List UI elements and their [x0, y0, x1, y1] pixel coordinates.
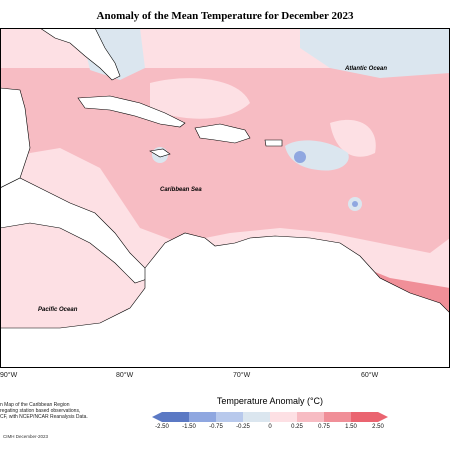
lon-tick-80w: 80°W: [116, 372, 134, 379]
legend-swatch: [162, 412, 189, 422]
legend-tick-label: -0.25: [236, 424, 250, 430]
legend-swatch: [216, 412, 243, 422]
land-south-america: [0, 232, 450, 368]
note-line-3: CF, with NCEP/NCAR Reanalysis Data.: [0, 414, 88, 420]
legend-arrow-low: [152, 412, 162, 422]
legend-tick-label: 0.25: [291, 424, 303, 430]
legend-swatch: [270, 412, 297, 422]
legend-arrow-high: [378, 412, 388, 422]
lon-tick-60w: 60°W: [361, 372, 379, 379]
color-legend: Temperature Anomaly (°C) -2.50 -1.50 -0.75…: [150, 384, 390, 434]
map-notes: n Map of the Caribbean Region regating s…: [0, 402, 88, 420]
legend-swatch: [189, 412, 216, 422]
legend-tick-label: -1.50: [182, 424, 196, 430]
land-florida: [39, 28, 121, 81]
land-hispaniola: [194, 123, 251, 144]
anomaly-cool-patch-northeast: [300, 28, 450, 78]
label-caribbean-sea: Caribbean Sea: [160, 187, 202, 193]
anomaly-cold-core-trinidad: [352, 201, 358, 207]
lon-tick-90w: 90°W: [0, 372, 18, 379]
legend-title: Temperature Anomaly (°C): [216, 396, 324, 406]
legend-tick-label: 0.75: [318, 424, 330, 430]
land-masses: [0, 28, 450, 368]
legend-tick-label: 1.50: [345, 424, 357, 430]
land-jamaica: [149, 148, 171, 158]
anomaly-map: Atlantic Ocean Caribbean Sea Pacific Oce…: [0, 28, 450, 368]
label-atlantic-ocean: Atlantic Ocean: [344, 66, 387, 72]
land-yucatan: [0, 87, 31, 189]
note-line-2: regating station based observations,: [0, 408, 81, 414]
legend-tick-label: 0: [268, 424, 272, 430]
note-line-1: n Map of the Caribbean Region: [0, 402, 70, 408]
legend-tick-label: -2.50: [155, 424, 169, 430]
anomaly-light-patch-east: [330, 119, 376, 157]
anomaly-cold-core-puerto-rico: [294, 151, 306, 163]
legend-swatch: [324, 412, 351, 422]
land-cuba: [77, 95, 186, 128]
map-title: Anomaly of the Mean Temperature for Dece…: [96, 10, 354, 22]
credit: CIMH December-2023: [3, 434, 49, 439]
legend-tick-label: 2.50: [372, 424, 384, 430]
legend-swatch: [351, 412, 378, 422]
land-puerto-rico: [264, 139, 283, 147]
legend-swatch: [297, 412, 324, 422]
legend-colorbar: [152, 412, 388, 422]
lon-tick-70w: 70°W: [233, 372, 251, 379]
legend-tick-label: -0.75: [209, 424, 223, 430]
anomaly-warm-zone: [0, 68, 450, 253]
label-pacific-ocean: Pacific Ocean: [38, 307, 78, 313]
anomaly-cool-patch-antilles: [285, 140, 349, 171]
legend-swatch: [243, 412, 270, 422]
anomaly-light-patch: [150, 78, 250, 119]
